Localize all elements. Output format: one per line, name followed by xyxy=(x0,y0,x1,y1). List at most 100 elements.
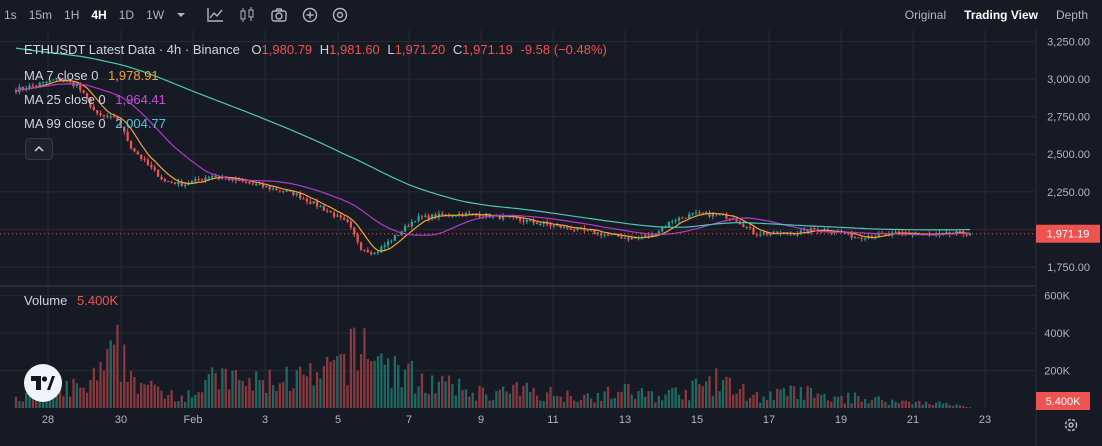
volume-bar xyxy=(965,406,968,408)
volume-bar xyxy=(901,400,904,408)
volume-bar xyxy=(424,392,427,408)
ma7-label: MA 7 close 0 xyxy=(24,68,99,83)
volume-bar xyxy=(258,380,261,408)
volume-bar xyxy=(748,397,752,408)
volume-bars xyxy=(14,324,972,408)
time-tick-label: 13 xyxy=(619,414,631,426)
volume-bar xyxy=(488,400,491,408)
interval-1d[interactable]: 1D xyxy=(118,8,135,22)
volume-bar xyxy=(363,328,366,408)
volume-bar xyxy=(28,394,31,408)
candle-body xyxy=(549,224,552,226)
camera-icon[interactable] xyxy=(270,7,288,23)
volume-bar xyxy=(329,361,332,408)
volume-bar xyxy=(85,392,89,408)
candle-body xyxy=(244,181,248,183)
volume-bar xyxy=(255,371,258,408)
chevron-down-icon[interactable] xyxy=(176,10,186,20)
candle-body xyxy=(694,212,698,214)
volume-bar xyxy=(214,372,217,408)
candle-body xyxy=(407,226,410,228)
candle-body xyxy=(813,228,816,230)
candle-body xyxy=(109,116,112,118)
candle-body xyxy=(681,217,684,219)
volume-bar xyxy=(140,382,143,408)
candle-body xyxy=(444,214,447,216)
candles-icon[interactable] xyxy=(238,7,256,23)
view-original[interactable]: Original xyxy=(904,8,947,22)
volume-bar xyxy=(914,401,918,408)
collapse-legend-button[interactable] xyxy=(25,138,53,160)
volume-bar xyxy=(799,387,802,408)
volume-bar xyxy=(728,377,731,408)
candle-body xyxy=(633,237,637,239)
volume-bar xyxy=(843,403,846,408)
candle-body xyxy=(302,198,305,200)
candle-body xyxy=(650,234,654,237)
indicator-chart-icon[interactable] xyxy=(206,7,224,23)
volume-bar xyxy=(955,404,958,408)
volume-bar xyxy=(759,402,762,408)
volume-bar xyxy=(437,381,441,408)
volume-bar xyxy=(508,393,512,408)
interval-4h[interactable]: 4H xyxy=(91,8,107,22)
candle-body xyxy=(617,233,620,237)
candle-body xyxy=(322,206,325,211)
volume-bar xyxy=(755,392,759,408)
candle-body xyxy=(356,234,359,243)
volume-bar xyxy=(248,377,251,408)
candle-body xyxy=(485,213,488,217)
volume-bar xyxy=(221,368,224,408)
price-chart[interactable]: 3,250.00 3,000.00 2,750.00 2,500.00 2,250.00… xyxy=(0,30,1102,446)
volume-bar xyxy=(539,400,542,408)
volume-bar xyxy=(633,398,637,408)
volume-bar xyxy=(732,394,735,408)
candle-body xyxy=(187,183,190,185)
view-trading-view[interactable]: Trading View xyxy=(964,8,1038,22)
volume-bar xyxy=(715,368,718,408)
candle-body xyxy=(119,120,123,128)
candle-body xyxy=(562,226,566,228)
candle-body xyxy=(863,238,867,240)
interval-1w[interactable]: 1W xyxy=(146,8,165,22)
volume-bar xyxy=(370,361,373,408)
volume-bar xyxy=(694,378,698,408)
interval-1s[interactable]: 1s xyxy=(4,8,17,22)
plus-circle-icon[interactable] xyxy=(302,7,318,23)
candle-body xyxy=(271,188,275,190)
interval-1h[interactable]: 1H xyxy=(64,8,80,22)
change-value: -9.58 (−0.48%) xyxy=(520,42,607,57)
candle-body xyxy=(126,131,129,141)
volume-bar xyxy=(870,400,874,408)
chart-settings-button[interactable] xyxy=(1058,412,1084,438)
volume-bar xyxy=(309,363,312,408)
volume-bar xyxy=(99,362,102,408)
volume-bar xyxy=(58,376,62,408)
candle-body xyxy=(414,221,417,223)
candle-body xyxy=(688,214,691,219)
view-depth[interactable]: Depth xyxy=(1055,8,1088,22)
candle-body xyxy=(765,232,769,235)
volume-bar xyxy=(251,390,254,408)
tradingview-logo[interactable] xyxy=(24,364,62,402)
candle-body xyxy=(600,232,603,236)
volume-bar xyxy=(65,380,68,408)
candle-body xyxy=(745,226,748,228)
candle-body xyxy=(41,81,45,83)
volume-bar xyxy=(109,340,112,408)
volume-bar xyxy=(711,395,715,408)
volume-bar xyxy=(532,387,535,408)
candle-body xyxy=(133,148,136,152)
volume-bar xyxy=(776,388,779,408)
volume-bar xyxy=(603,391,606,408)
interval-15m[interactable]: 15m xyxy=(28,8,53,22)
volume-bar xyxy=(931,405,934,408)
settings-icon[interactable] xyxy=(332,7,348,23)
candle-body xyxy=(170,181,173,183)
volume-bar xyxy=(447,375,451,408)
candle-body xyxy=(150,164,153,168)
volume-bar xyxy=(677,394,681,408)
volume-bar xyxy=(349,328,353,408)
volume-bar xyxy=(562,402,566,408)
volume-bar xyxy=(190,397,194,408)
